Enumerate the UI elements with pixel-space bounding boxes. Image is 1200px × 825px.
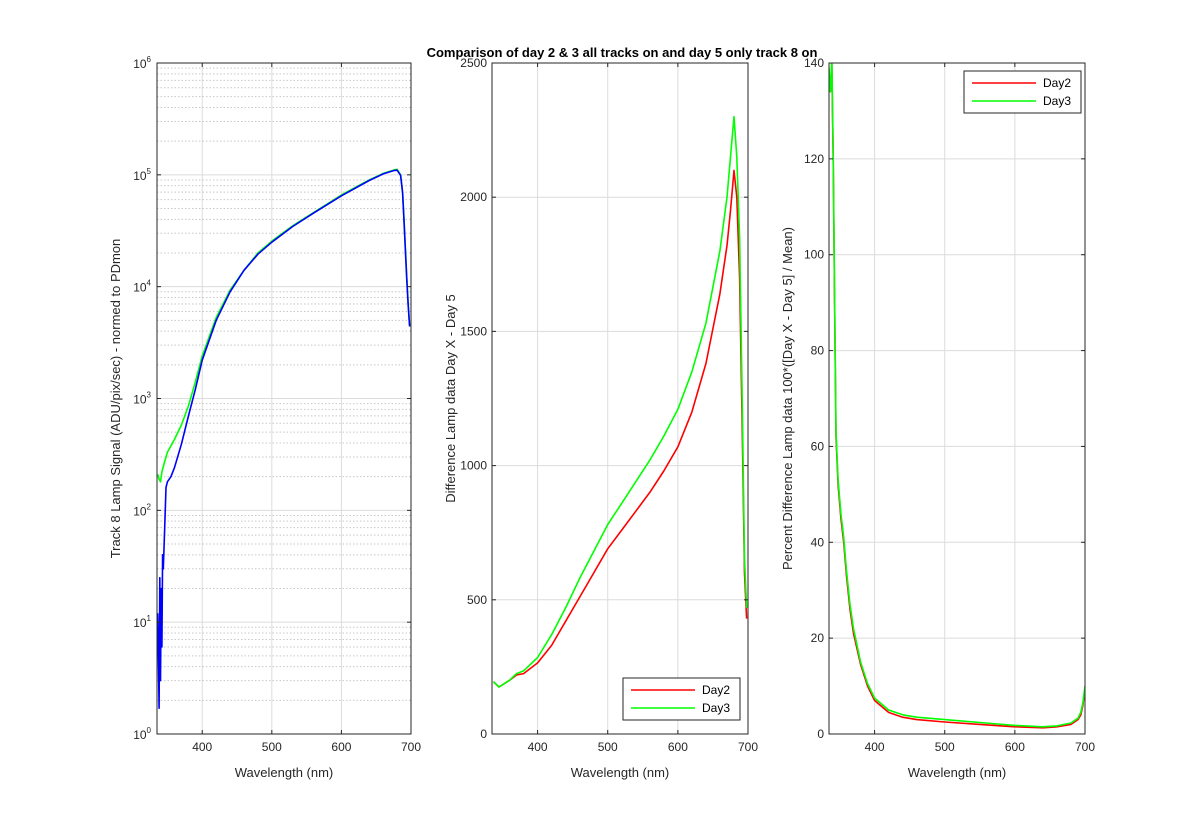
x-axis-label: Wavelength (nm) xyxy=(908,765,1007,780)
y-axis-label: Percent Difference Lamp data 100*([Day X… xyxy=(780,227,795,570)
x-tick-label: 700 xyxy=(738,740,758,754)
y-tick-label: 2000 xyxy=(460,190,487,204)
y-tick-label: 120 xyxy=(804,152,824,166)
y-tick-label: 105 xyxy=(133,167,151,183)
x-tick-label: 400 xyxy=(865,740,885,754)
y-tick-label: 140 xyxy=(804,56,824,70)
subplot-2-grid xyxy=(492,63,748,734)
series-day2-line xyxy=(492,169,748,688)
subplot-2-series xyxy=(492,115,748,688)
series-day3-line xyxy=(829,63,1085,728)
subplot-1-series xyxy=(157,168,411,710)
y-tick-label: 100 xyxy=(804,248,824,262)
x-tick-label: 600 xyxy=(668,740,688,754)
x-axis-label: Wavelength (nm) xyxy=(571,765,670,780)
x-tick-label: 500 xyxy=(598,740,618,754)
y-tick-label: 500 xyxy=(467,593,487,607)
y-tick-label: 40 xyxy=(811,535,825,549)
figure-title: Comparison of day 2 & 3 all tracks on an… xyxy=(427,45,818,60)
legend-box xyxy=(963,70,1082,114)
y-tick-label: 80 xyxy=(811,344,825,358)
y-tick-label: 0 xyxy=(480,727,487,741)
x-tick-label: 400 xyxy=(528,740,548,754)
y-tick-label: 20 xyxy=(811,631,825,645)
subplot-2-axes-box xyxy=(491,62,749,735)
x-axis-label: Wavelength (nm) xyxy=(235,765,334,780)
subplot-1-grid xyxy=(157,63,411,734)
y-tick-label: 1000 xyxy=(460,459,487,473)
x-tick-label: 600 xyxy=(1005,740,1025,754)
y-axis-label: Difference Lamp data Day X - Day 5 xyxy=(443,294,458,503)
y-tick-label: 103 xyxy=(133,391,151,407)
subplot-2-legend: Day2 Day3 xyxy=(622,677,741,721)
series-blue-line xyxy=(157,169,411,710)
legend-label-day3: Day3 xyxy=(702,701,730,715)
y-axis-label: Track 8 Lamp Signal (ADU/pix/sec) - norm… xyxy=(108,239,123,559)
x-tick-label: 500 xyxy=(262,740,282,754)
subplot-3-grid xyxy=(829,63,1085,734)
subplot-3-series xyxy=(829,63,1085,729)
subplot-2: 400 500 600 700 0 500 1000 1500 2000 2500 Waveleng… xyxy=(443,56,758,780)
y-tick-label: 2500 xyxy=(460,56,487,70)
subplot-3-legend: Day2 Day3 xyxy=(963,70,1082,114)
subplot-1: 400 500 600 700 100 101 102 103 104 105 106 Wavelen… xyxy=(108,55,421,780)
y-tick-label: 1500 xyxy=(460,324,487,338)
x-tick-label: 700 xyxy=(401,740,421,754)
x-tick-label: 500 xyxy=(935,740,955,754)
x-tick-label: 600 xyxy=(331,740,351,754)
y-tick-label: 101 xyxy=(133,614,151,630)
legend-label-day2: Day2 xyxy=(702,683,730,697)
x-tick-label: 400 xyxy=(192,740,212,754)
subplot-3: 400 500 600 700 0 20 40 60 80 100 120 140 Wavelength… xyxy=(780,56,1095,780)
y-tick-label: 60 xyxy=(811,439,825,453)
legend-label-day3: Day3 xyxy=(1043,94,1071,108)
y-tick-label: 0 xyxy=(817,727,824,741)
legend-box xyxy=(622,677,741,721)
y-tick-label: 106 xyxy=(133,55,151,71)
legend-label-day2: Day2 xyxy=(1043,76,1071,90)
x-tick-label: 700 xyxy=(1075,740,1095,754)
subplots: 400 500 600 700100101102103104105106Wavelen… xyxy=(108,55,1095,780)
subplot-3-axes-box xyxy=(828,62,1086,735)
y-tick-label: 102 xyxy=(133,502,151,518)
y-tick-label: 100 xyxy=(133,726,151,742)
series-day3-line xyxy=(492,115,748,688)
y-tick-label: 104 xyxy=(133,279,151,295)
